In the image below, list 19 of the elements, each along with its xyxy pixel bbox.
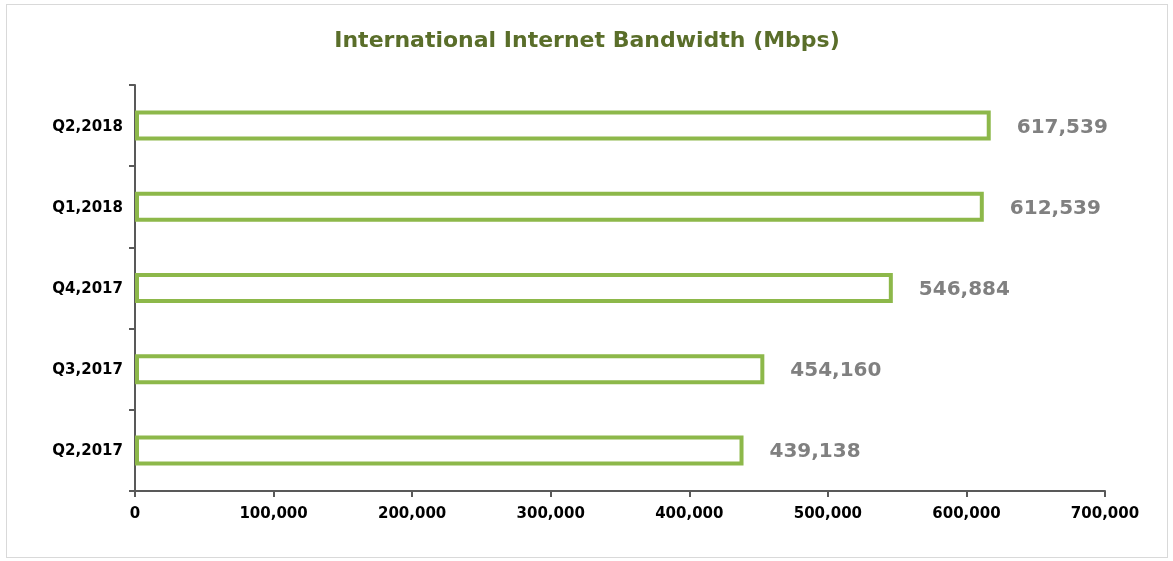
y-tick-label: Q4,2017 [52,279,123,297]
x-tick-label: 600,000 [932,503,1001,522]
data-label: 612,539 [1009,194,1101,219]
y-tick-label: Q2,2017 [52,441,123,460]
x-tick-label: 400,000 [655,503,724,522]
data-label: 454,160 [790,357,882,382]
data-label: 546,884 [918,276,1010,300]
x-tick-label: 200,000 [377,503,447,522]
x-tick-label: 500,000 [793,503,863,522]
x-tick-label: 300,000 [516,503,585,522]
y-tick-label: Q2,2018 [52,116,123,135]
x-tick-label: 0 [129,503,141,522]
x-tick-label: 100,000 [239,503,308,522]
x-tick-label: 700,000 [1070,503,1140,522]
chart-title: International Internet Bandwidth (Mbps) [334,26,840,52]
data-label: 439,138 [769,438,861,463]
y-tick-label: Q3,2017 [52,360,123,379]
data-label: 617,539 [1016,113,1108,138]
y-tick-label: Q1,2018 [52,197,123,216]
